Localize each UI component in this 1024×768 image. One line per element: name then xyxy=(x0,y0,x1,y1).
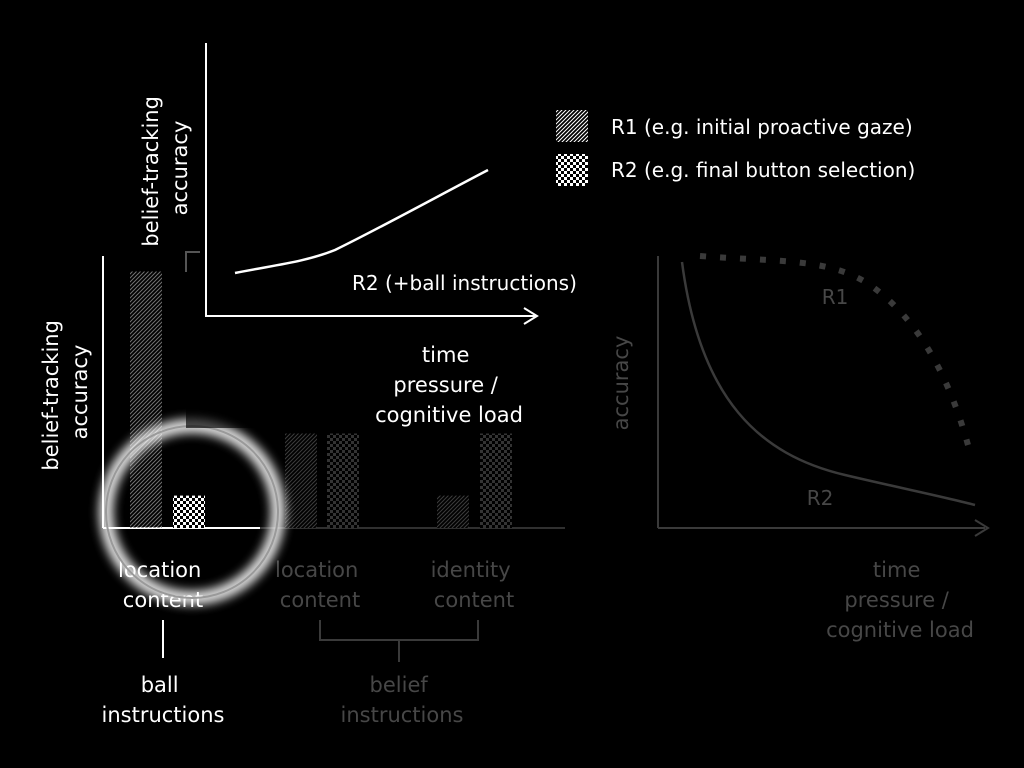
r1-curve-label: R1 xyxy=(822,285,849,309)
belief-bracket xyxy=(319,620,479,662)
group-label-2-line1: location xyxy=(275,558,358,582)
r1-dotted-curve xyxy=(699,253,971,446)
right-x-label-line2: pressure / xyxy=(844,588,949,612)
inset-x-label-line1: time xyxy=(422,343,469,367)
legend-swatch-r1 xyxy=(556,110,588,142)
bars-group xyxy=(130,271,512,528)
inset-corner-mark xyxy=(185,251,200,272)
inset-x-label-line2: pressure / xyxy=(393,373,498,397)
right-x-arrowhead xyxy=(974,519,990,537)
ball-instructions-line1: ball xyxy=(141,673,179,697)
bar-group1-r2 xyxy=(173,495,205,528)
bar-chart: belief-tracking accuracy location conten… xyxy=(39,256,565,727)
right-y-label: accuracy xyxy=(609,336,633,431)
legend: R1 (e.g. initial proactive gaze) R2 (e.g… xyxy=(556,110,915,186)
group-label-2-line2: content xyxy=(280,588,360,612)
inset-x-label: time pressure / cognitive load xyxy=(375,343,523,427)
right-x-label-line3: cognitive load xyxy=(826,618,974,642)
inset-y-label-line1: belief-tracking xyxy=(139,96,163,247)
inset-x-label-line3: cognitive load xyxy=(375,403,523,427)
legend-swatch-r2 xyxy=(556,154,588,186)
belief-instructions-label: belief instructions xyxy=(341,673,464,727)
right-chart: R1 R2 accuracy time pressure / cognitive… xyxy=(609,253,990,642)
inset-chart: belief-tracking accuracy R2 (+ball instr… xyxy=(139,43,596,428)
group-label-3-line2: content xyxy=(434,588,514,612)
inset-curve-label: R2 (+ball instructions) xyxy=(352,271,577,295)
belief-instructions-line1: belief xyxy=(370,673,429,697)
inset-r2-curve xyxy=(234,168,489,275)
right-x-label-line1: time xyxy=(873,558,920,582)
ball-instructions-label: ball instructions xyxy=(102,673,225,727)
legend-label-r2: R2 (e.g. final button selection) xyxy=(611,158,915,182)
inset-backdrop xyxy=(186,250,596,428)
bar-group2-r2 xyxy=(327,433,359,528)
bar-y-label-line2: accuracy xyxy=(68,345,92,440)
bar-group2-r1 xyxy=(285,433,317,528)
legend-label-r1: R1 (e.g. initial proactive gaze) xyxy=(611,115,913,139)
group-label-2: location content xyxy=(275,558,365,612)
inset-x-arrowhead xyxy=(523,307,539,325)
right-x-label: time pressure / cognitive load xyxy=(826,558,974,642)
inset-y-label-line2: accuracy xyxy=(168,121,192,216)
inset-y-label: belief-tracking accuracy xyxy=(139,89,192,246)
bar-y-label: belief-tracking accuracy xyxy=(39,313,92,470)
bar-group1-r1 xyxy=(130,271,162,528)
r2-solid-curve xyxy=(680,261,976,507)
group-label-3: identity content xyxy=(431,558,518,612)
bar-group3-r2 xyxy=(480,433,512,528)
belief-instructions-line2: instructions xyxy=(341,703,464,727)
bar-group3-r1 xyxy=(437,495,469,528)
bar-y-label-line1: belief-tracking xyxy=(39,320,63,471)
r2-curve-label: R2 xyxy=(807,486,834,510)
ball-instructions-line2: instructions xyxy=(102,703,225,727)
group-label-3-line1: identity xyxy=(431,558,511,582)
